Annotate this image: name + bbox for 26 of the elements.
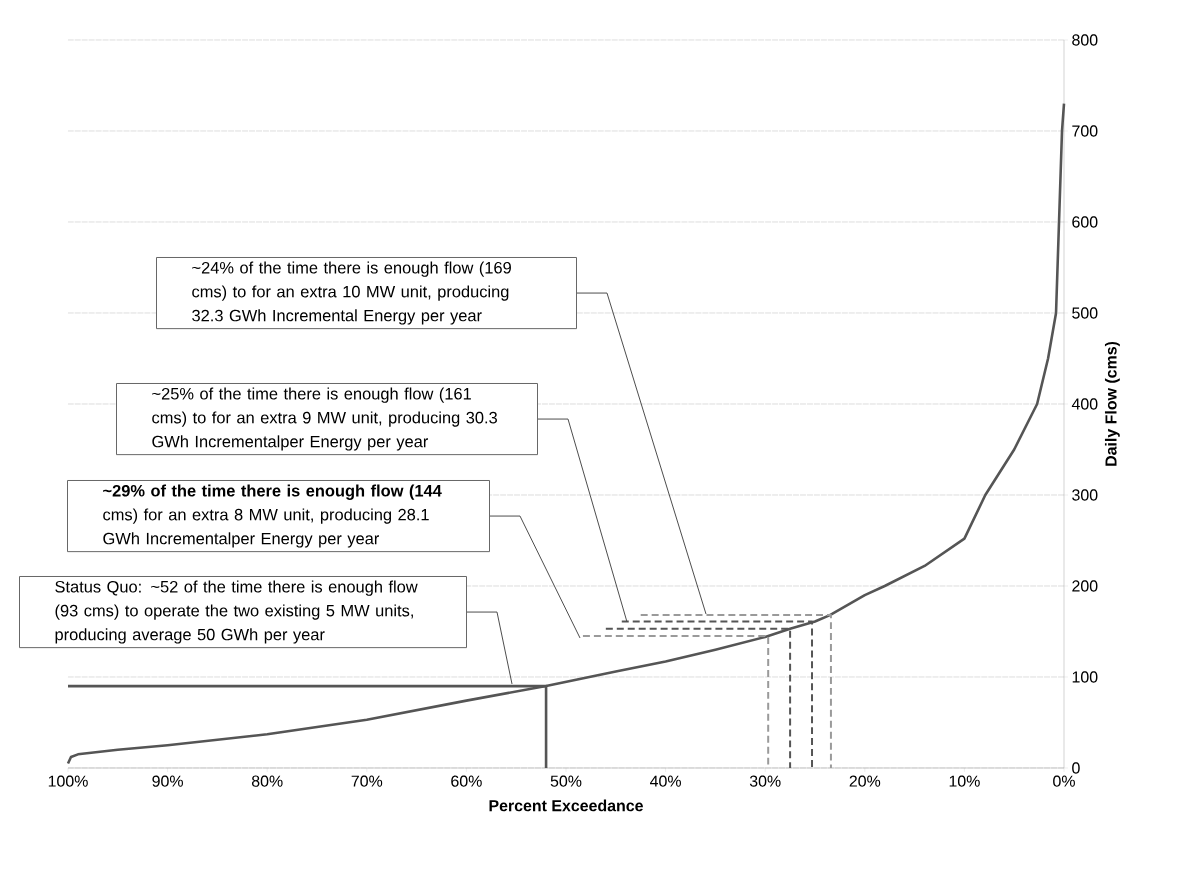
y-tick-label: 0: [1072, 762, 1080, 774]
x-axis-title: Percent Exceedance: [489, 799, 643, 812]
x-tick-label: 80%: [251, 775, 283, 787]
annotation: Status Quo: ~52 of the time there is enough flow (93 cms) to operate the two existing 5 MW units, producing average 50 GWh per year: [55, 580, 418, 644]
x-tick-label: 70%: [351, 775, 383, 787]
x-tick-label: 40%: [650, 775, 681, 787]
y-tick-label: 300: [1072, 489, 1098, 501]
y-tick-label: 200: [1072, 580, 1098, 592]
x-tick-label: 100%: [48, 775, 88, 787]
x-tick-label: 10%: [949, 775, 980, 787]
annotation: ~25% of the time there is enough flow (161 cms) to for an extra 9 MW unit, producing 30.3 GWh Incrementalper Energy per year: [152, 387, 497, 451]
y-tick-label: 500: [1072, 307, 1098, 319]
x-tick-label: 0%: [1053, 775, 1075, 787]
y-tick-label: 100: [1072, 671, 1098, 683]
x-tick-label: 60%: [451, 775, 482, 787]
y-tick-label: 800: [1072, 34, 1098, 46]
y-tick-label: 400: [1071, 398, 1098, 410]
x-tick-label: 90%: [152, 775, 183, 787]
x-tick-label: 20%: [849, 775, 881, 787]
y-tick-label: 700: [1072, 125, 1098, 137]
x-tick-label: 50%: [550, 775, 582, 787]
annotation: ~29% of the time there is enough flow (144 cms) for an extra 8 MW unit, producing 28.1 GWh Incrementalper Energy per year: [103, 484, 442, 548]
y-tick-label: 600: [1072, 216, 1098, 228]
annotation: ~24% of the time there is enough flow (169 cms) to for an extra 10 MW unit, producing 32.3 GWh Incremental Energy per year: [192, 261, 511, 325]
y-axis-title: Daily Flow (cms): [1104, 341, 1120, 466]
x-tick-label: 30%: [749, 775, 781, 787]
